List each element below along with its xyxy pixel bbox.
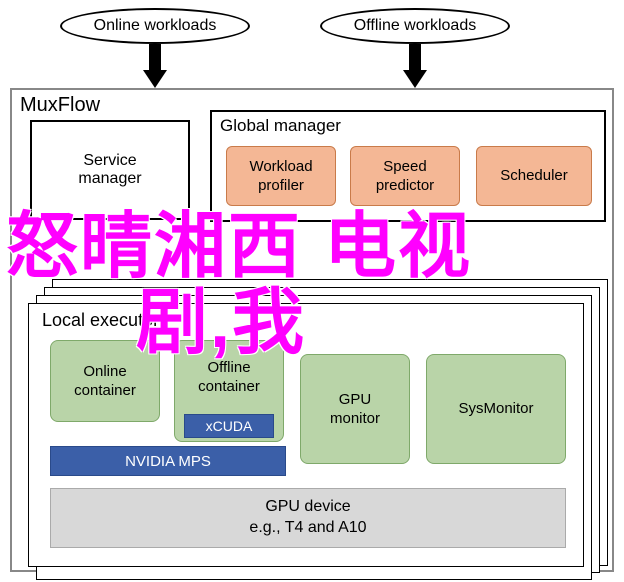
sysmonitor-box: SysMonitor bbox=[426, 354, 566, 464]
local-executor-label: Local executor bbox=[42, 310, 159, 331]
xcuda-label: xCUDA bbox=[206, 418, 253, 434]
xcuda-box: xCUDA bbox=[184, 414, 274, 438]
scheduler-box: Scheduler bbox=[476, 146, 592, 206]
service-manager-box: Service manager bbox=[30, 120, 190, 220]
speed-predictor-box: Speed predictor bbox=[350, 146, 460, 206]
nvidia-mps-box: NVIDIA MPS bbox=[50, 446, 286, 476]
gpu-device-line1: GPU device bbox=[265, 497, 350, 518]
offline-workloads-label: Offline workloads bbox=[354, 17, 476, 35]
scheduler-label: Scheduler bbox=[500, 166, 568, 186]
arrow-offline bbox=[409, 44, 421, 72]
speed-predictor-label: Speed predictor bbox=[376, 157, 434, 196]
workload-profiler-label: Workload profiler bbox=[249, 157, 312, 196]
nvidia-mps-label: NVIDIA MPS bbox=[125, 453, 211, 470]
gpu-device-line2: e.g., T4 and A10 bbox=[249, 518, 366, 539]
muxflow-label: MuxFlow bbox=[20, 94, 100, 117]
arrow-offline-head bbox=[403, 70, 427, 88]
arrow-online bbox=[149, 44, 161, 72]
sysmonitor-label: SysMonitor bbox=[458, 399, 533, 419]
workload-profiler-box: Workload profiler bbox=[226, 146, 336, 206]
online-container-label: Online container bbox=[74, 362, 136, 401]
arrow-online-head bbox=[143, 70, 167, 88]
online-container-box: Online container bbox=[50, 340, 160, 422]
offline-container-label: Offline container bbox=[198, 358, 260, 397]
gpu-monitor-label: GPU monitor bbox=[330, 390, 380, 429]
offline-workloads-bubble: Offline workloads bbox=[320, 8, 510, 44]
global-manager-label: Global manager bbox=[220, 116, 341, 136]
service-manager-label: Service manager bbox=[78, 152, 141, 188]
online-workloads-label: Online workloads bbox=[94, 17, 217, 35]
online-workloads-bubble: Online workloads bbox=[60, 8, 250, 44]
gpu-monitor-box: GPU monitor bbox=[300, 354, 410, 464]
gpu-device-box: GPU device e.g., T4 and A10 bbox=[50, 488, 566, 548]
